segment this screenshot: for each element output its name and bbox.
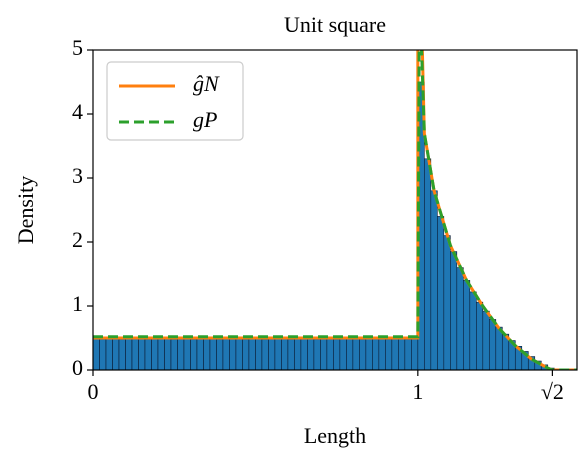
bar [255,338,263,370]
bar [456,267,464,370]
bar [209,337,217,370]
bar [307,338,315,370]
bar [164,338,172,370]
bar [339,337,347,370]
bar [93,338,100,370]
line [93,50,577,370]
bar [216,338,224,370]
bar [157,337,165,370]
bar [222,338,230,370]
axes-frame [92,49,578,371]
bar [287,338,295,370]
bar [131,338,139,370]
bar [391,337,399,370]
bar [268,337,276,370]
bar [313,338,321,370]
legend-label: gP [193,107,217,132]
y-tick-label: 0 [72,355,83,380]
bar [411,337,419,370]
bar [281,337,289,370]
x-axis-label: Length [304,423,366,448]
y-tick-label: 4 [72,99,83,124]
bar [476,301,484,370]
bar [450,251,458,370]
bar [177,337,185,370]
bar [437,216,445,370]
bar [346,338,354,370]
bar [138,337,146,370]
x-tick-label: √2 [541,379,564,404]
bar [482,310,490,370]
y-tick-label: 2 [72,227,83,252]
bar [294,338,302,370]
y-axis-label: Density [13,176,38,244]
bar [144,338,152,370]
x-tick-label: 0 [88,379,99,404]
bar [242,338,250,370]
bar [125,337,133,370]
x-tick-label: 1 [412,379,423,404]
bar [333,338,341,370]
bar [248,337,256,370]
legend-box [106,61,244,141]
bar [274,338,282,370]
plot-area [93,50,577,370]
bar [112,338,120,370]
bar [488,319,497,370]
bar [359,338,367,370]
bar [378,338,386,370]
bar [365,338,373,370]
bar [99,338,107,370]
bar [495,326,503,370]
chart-title: Unit square [284,12,386,37]
bar [190,338,198,370]
bar [430,190,438,370]
bar [424,158,432,370]
bar [385,338,393,370]
bar [170,338,178,370]
bar [404,338,412,370]
bar [183,338,191,370]
bar [105,337,113,370]
bar [320,337,328,370]
bar [229,337,237,370]
bar [352,337,360,370]
bar [261,338,269,370]
legend-label: ĝN [193,71,220,96]
bar [203,338,211,370]
line [93,50,577,370]
bar [463,280,471,370]
bar [151,338,159,370]
bar [469,291,477,370]
bar [300,337,308,370]
y-tick-label: 3 [72,163,83,188]
bar [196,337,204,370]
bar [118,338,126,370]
bar [235,338,243,370]
bar [326,338,334,370]
y-tick-label: 5 [72,35,83,60]
bar [398,338,406,370]
y-tick-label: 1 [72,291,83,316]
bar [372,337,380,370]
bar [443,235,451,370]
